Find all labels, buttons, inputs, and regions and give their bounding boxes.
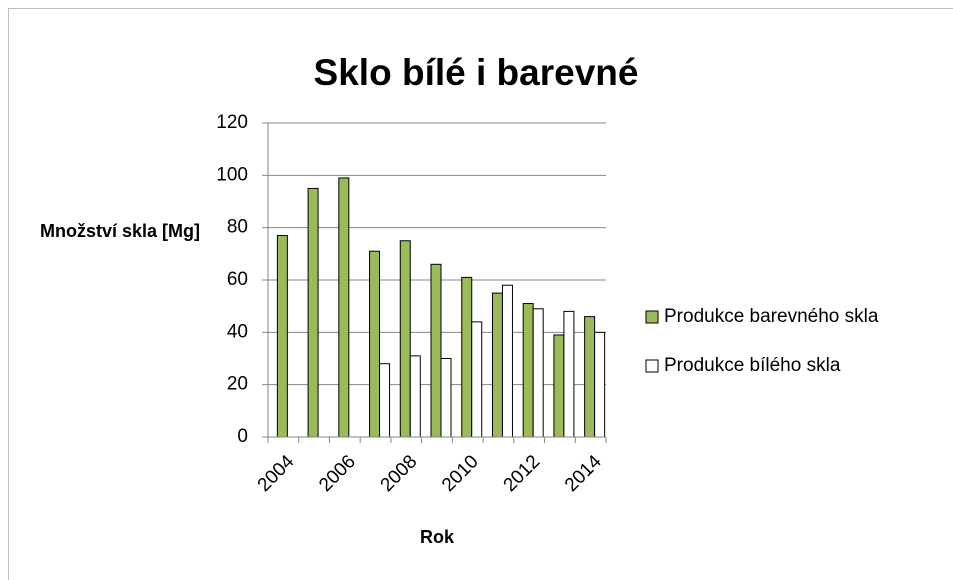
bar — [594, 331, 606, 438]
bar — [491, 292, 503, 438]
y-tick-label: 0 — [237, 426, 248, 447]
legend-swatch — [645, 359, 659, 373]
bar — [399, 240, 411, 438]
bar — [471, 321, 483, 438]
x-axis-label: Rok — [420, 527, 455, 547]
y-tick-label: 60 — [227, 269, 248, 290]
bar — [532, 308, 544, 438]
legend-label: Produkce barevného skla — [664, 306, 879, 327]
bar — [522, 303, 534, 438]
bar — [307, 187, 319, 438]
bar — [440, 358, 452, 438]
x-tick-label: 2004 — [254, 451, 299, 496]
legend-swatch — [645, 310, 659, 324]
y-tick-label: 120 — [216, 112, 248, 133]
bar — [379, 363, 391, 438]
bar — [276, 235, 288, 438]
legend-label: Produkce bílého skla — [664, 355, 841, 376]
x-tick-label: 2006 — [315, 451, 360, 496]
chart-title: Sklo bílé i barevné — [314, 52, 639, 93]
chart-border — [8, 8, 953, 580]
y-tick-label: 80 — [227, 217, 248, 238]
x-tick-label: 2012 — [500, 451, 545, 496]
x-tick-label: 2014 — [561, 451, 606, 496]
bar — [563, 310, 575, 438]
y-tick-label: 40 — [227, 321, 248, 342]
y-tick-label: 100 — [216, 164, 248, 185]
bar — [584, 316, 596, 438]
x-tick-label: 2010 — [438, 451, 483, 496]
bar — [369, 250, 381, 438]
bar — [430, 263, 442, 438]
bar — [553, 334, 565, 438]
x-tick-label: 2008 — [377, 451, 422, 496]
bar — [461, 276, 473, 438]
y-axis-label: Množství skla [Mg] — [40, 221, 201, 241]
bar — [409, 355, 421, 438]
bar — [501, 284, 513, 438]
bar — [338, 177, 350, 438]
y-tick-label: 20 — [227, 374, 248, 395]
